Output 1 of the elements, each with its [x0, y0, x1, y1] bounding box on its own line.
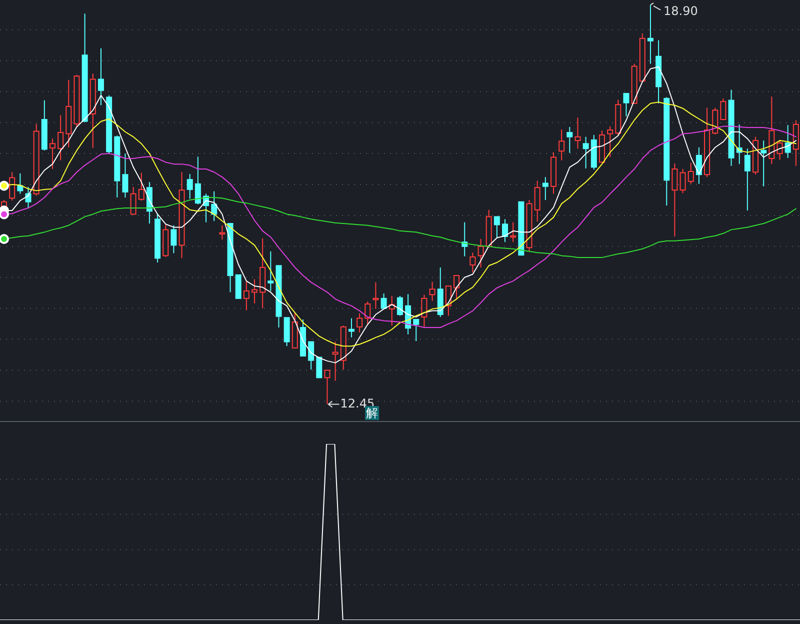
- annotation: 18.90: [664, 4, 698, 18]
